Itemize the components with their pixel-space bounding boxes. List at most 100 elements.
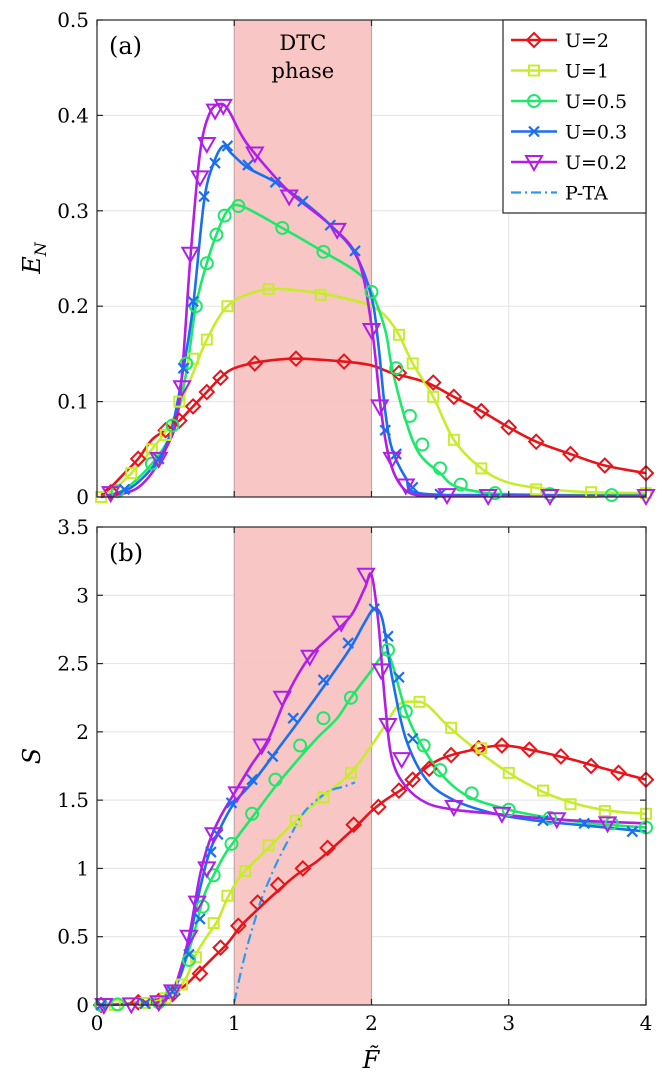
marker-u-0-2 <box>187 895 207 913</box>
marker-u-0-5 <box>527 94 541 108</box>
x-tick-label: 1 <box>228 1011 241 1035</box>
y-tick-label: 0.4 <box>57 103 89 127</box>
marker-u-1 <box>475 462 488 475</box>
marker-u-2 <box>184 397 202 415</box>
dtc-phase-annotation: DTC <box>279 31 326 55</box>
y-tick-label: 3.5 <box>57 515 89 539</box>
marker-u-0-2 <box>203 827 224 845</box>
marker-u-0-2 <box>391 752 412 770</box>
marker-u-0-2 <box>180 246 201 264</box>
marker-u-0-5 <box>453 477 468 492</box>
marker-u-0-3 <box>393 671 405 684</box>
marker-u-0-3 <box>269 176 282 188</box>
marker-u-0-2 <box>179 929 199 947</box>
legend-box <box>502 19 647 214</box>
marker-u-0-2 <box>197 861 217 879</box>
y-axis-label-a: EN <box>18 241 50 275</box>
marker-u-0-5 <box>275 220 290 235</box>
marker-u-2 <box>157 421 175 439</box>
marker-u-0-5 <box>398 704 413 719</box>
marker-u-0-5 <box>316 244 331 259</box>
x-tick-label: 2 <box>365 1011 378 1035</box>
y-tick-label: 0.1 <box>57 390 89 414</box>
y-tick-label: 0.5 <box>57 8 89 32</box>
marker-u-2 <box>520 741 538 759</box>
marker-u-2 <box>212 939 229 957</box>
marker-u-0-2 <box>396 478 416 496</box>
marker-u-0-3 <box>205 846 217 858</box>
x-tick-label: 3 <box>502 1011 515 1035</box>
marker-u-0-5 <box>604 488 619 503</box>
y-tick-label: 3 <box>76 583 89 607</box>
dtc-phase-annotation: phase <box>272 59 335 83</box>
marker-u-2 <box>229 917 247 935</box>
marker-u-0-5 <box>224 836 239 851</box>
marker-u-2 <box>129 450 147 468</box>
panel-label: (a) <box>109 32 142 60</box>
marker-u-2 <box>442 746 460 764</box>
marker-u-1 <box>406 357 419 370</box>
y-tick-label: 0 <box>76 485 89 509</box>
marker-u-2 <box>335 353 353 370</box>
marker-u-0-3 <box>221 140 234 152</box>
marker-u-2 <box>596 457 614 474</box>
marker-u-0-5 <box>542 810 557 825</box>
y-tick-label: 1 <box>76 856 89 880</box>
marker-u-0-3 <box>177 362 190 374</box>
marker-u-1 <box>344 766 357 779</box>
marker-u-2 <box>527 433 545 451</box>
marker-u-0-3 <box>406 481 419 494</box>
marker-u-0-3 <box>368 603 381 615</box>
marker-u-0-2 <box>444 799 464 817</box>
marker-u-0-3 <box>406 732 419 745</box>
marker-u-0-5 <box>231 199 246 214</box>
marker-u-0-3 <box>209 157 221 169</box>
marker-u-2 <box>390 782 408 799</box>
marker-u-1 <box>445 721 458 734</box>
marker-u-2 <box>345 816 363 834</box>
marker-u-0-3 <box>379 424 392 436</box>
marker-u-0-2 <box>251 738 272 756</box>
marker-u-0-2 <box>197 137 217 155</box>
series-line-u-0-2 <box>101 572 647 1007</box>
y-tick-label: 0.5 <box>57 925 89 949</box>
marker-u-2 <box>500 418 518 436</box>
series-line-u-2 <box>100 357 647 497</box>
legend-label: P-TA <box>565 183 608 205</box>
marker-u-0-2 <box>361 323 382 341</box>
marker-u-1 <box>314 288 327 301</box>
marker-u-2 <box>525 31 543 49</box>
y-tick-label: 2 <box>76 720 89 744</box>
marker-u-0-5 <box>209 227 224 242</box>
marker-u-0-3 <box>183 948 195 961</box>
marker-u-0-2 <box>101 486 121 504</box>
marker-u-1 <box>290 814 303 827</box>
marker-u-0-3 <box>266 750 279 763</box>
marker-u-2 <box>493 737 511 754</box>
marker-u-1 <box>598 805 611 818</box>
series-line-u-0-2 <box>100 102 646 499</box>
y-tick-label: 0.3 <box>57 199 89 223</box>
marker-u-0-3 <box>194 913 206 925</box>
marker-u-0-5 <box>416 738 431 753</box>
marker-u-1 <box>173 395 186 408</box>
marker-u-0-2 <box>356 567 376 585</box>
marker-u-2 <box>246 355 264 372</box>
marker-u-2 <box>170 412 188 430</box>
marker-u-2 <box>369 798 387 816</box>
marker-u-0-2 <box>227 786 247 804</box>
marker-u-0-5 <box>415 437 430 452</box>
marker-u-0-2 <box>524 155 544 173</box>
marker-u-1 <box>392 328 405 341</box>
marker-u-2 <box>319 839 336 857</box>
legend-label: U=0.3 <box>565 122 627 144</box>
marker-u-0-5 <box>165 418 180 433</box>
marker-u-2 <box>470 739 487 757</box>
y-tick-label: 0 <box>76 993 89 1017</box>
x-tick-label: 0 <box>91 1011 104 1035</box>
marker-u-0-5 <box>464 786 479 801</box>
legend-label: U=0.2 <box>565 152 627 174</box>
marker-u-2 <box>198 383 216 401</box>
marker-u-2 <box>582 757 600 775</box>
marker-u-1 <box>221 300 234 313</box>
